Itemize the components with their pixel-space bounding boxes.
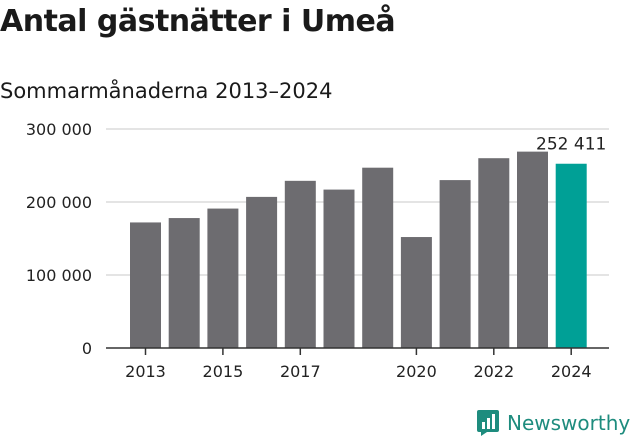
bar <box>439 180 471 348</box>
y-tick-label: 0 <box>82 339 92 358</box>
bar <box>362 167 394 348</box>
brand-name: Newsworthy <box>507 411 631 435</box>
bar <box>400 237 432 348</box>
newsworthy-brand: Newsworthy <box>476 407 630 439</box>
x-tick-label: 2020 <box>396 362 437 381</box>
y-tick-label: 300 000 <box>26 120 92 139</box>
x-tick-label: 2017 <box>280 362 321 381</box>
x-tick-label: 2015 <box>203 362 244 381</box>
bar <box>130 222 161 348</box>
bar <box>207 208 239 348</box>
x-tick-label: 2024 <box>551 362 592 381</box>
chart-subtitle: Sommarmånaderna 2013–2024 <box>0 79 333 103</box>
newsworthy-logo-icon <box>477 410 499 436</box>
bar <box>555 163 587 348</box>
bar <box>478 158 510 348</box>
bar-chart: 0 100 000 200 000 300 000 2013 2015 2017 2020 20… <box>26 120 609 381</box>
bar <box>246 196 278 348</box>
x-tick-label: 2013 <box>125 362 166 381</box>
bar <box>517 151 548 348</box>
bar <box>284 180 316 348</box>
highlight-data-label: 252 411 <box>536 135 606 155</box>
chart-title: Antal gästnätter i Umeå <box>0 4 396 39</box>
y-tick-label: 200 000 <box>26 193 92 212</box>
bar <box>323 189 355 348</box>
x-tick-label: 2022 <box>473 362 514 381</box>
bar <box>168 218 200 348</box>
y-tick-label: 100 000 <box>26 266 92 285</box>
